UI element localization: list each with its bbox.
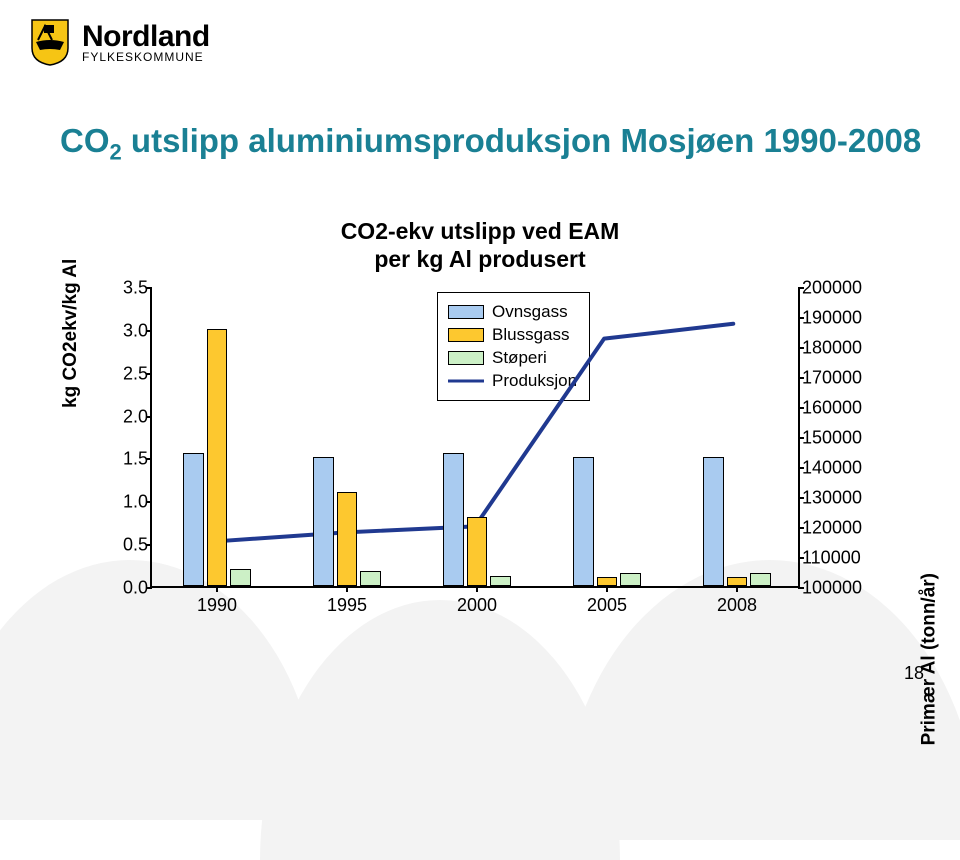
legend-swatch-produksjon [448, 374, 484, 388]
y-right-tick-label: 140000 [802, 458, 876, 479]
y-axis-right-label: Primær Al (tonn/år) [918, 573, 940, 745]
bar-ovnsgass [703, 457, 724, 586]
x-tick-label: 2005 [587, 595, 627, 616]
legend-label-ovnsgass: Ovnsgass [492, 302, 568, 322]
bar-stoperi [230, 569, 251, 586]
y-left-tick-label: 3.5 [102, 278, 148, 299]
bar-ovnsgass [573, 457, 594, 586]
y-right-tick-label: 200000 [802, 278, 876, 299]
bar-blussgass [727, 577, 748, 586]
y-left-tick-label: 2.0 [102, 406, 148, 427]
x-tick-label: 2008 [717, 595, 757, 616]
bar-ovnsgass [443, 453, 464, 586]
x-tick-label: 1995 [327, 595, 367, 616]
nordland-crest-icon [30, 18, 70, 66]
y-left-tick-label: 1.0 [102, 492, 148, 513]
chart-container: kg CO2ekv/kg Al Primær Al (tonn/år) Ovns… [50, 288, 910, 648]
y-left-tick-label: 2.5 [102, 363, 148, 384]
bar-blussgass [337, 492, 358, 586]
bar-blussgass [597, 577, 618, 586]
y-left-tick-label: 3.0 [102, 320, 148, 341]
y-right-tick-label: 130000 [802, 488, 876, 509]
y-left-tick-label: 0.5 [102, 535, 148, 556]
brand-name: Nordland [82, 20, 210, 54]
legend-label-produksjon: Produksjon [492, 371, 577, 391]
legend-label-blussgass: Blussgass [492, 325, 569, 345]
y-axis-left-label: kg CO2ekv/kg Al [60, 259, 82, 408]
bar-stoperi [490, 576, 511, 586]
y-right-tick-label: 110000 [802, 548, 876, 569]
y-left-tick-label: 1.5 [102, 449, 148, 470]
subtitle-line2: per kg Al produsert [374, 246, 585, 272]
legend-swatch-stoperi [448, 351, 484, 365]
bar-stoperi [750, 573, 771, 586]
x-tick-label: 2000 [457, 595, 497, 616]
bar-ovnsgass [313, 457, 334, 586]
y-right-tick-label: 190000 [802, 308, 876, 329]
x-tick-label: 1990 [197, 595, 237, 616]
chart-legend: Ovnsgass Blussgass Støperi Produksjon [437, 292, 590, 401]
bar-blussgass [207, 329, 228, 586]
bar-blussgass [467, 517, 488, 586]
brand-header: Nordland FYLKESKOMMUNE [30, 18, 210, 66]
page-title: CO2 utslipp aluminiumsproduksjon Mosjøen… [60, 120, 921, 166]
y-right-tick-label: 160000 [802, 398, 876, 419]
bar-stoperi [360, 571, 381, 586]
chart-subtitle: CO2-ekv utslipp ved EAM per kg Al produs… [0, 218, 960, 273]
title-rest: utslipp aluminiumsproduksjon Mosjøen 199… [122, 122, 922, 159]
y-right-tick-label: 180000 [802, 338, 876, 359]
subtitle-line1: CO2-ekv utslipp ved EAM [341, 218, 620, 244]
legend-label-stoperi: Støperi [492, 348, 547, 368]
bar-ovnsgass [183, 453, 204, 586]
title-pre: CO [60, 122, 110, 159]
brand-subtext: FYLKESKOMMUNE [82, 50, 210, 64]
legend-swatch-ovnsgass [448, 305, 484, 319]
title-sub: 2 [110, 140, 122, 165]
chart-plot-area: Ovnsgass Blussgass Støperi Produksjon 0.… [150, 288, 800, 588]
legend-swatch-blussgass [448, 328, 484, 342]
y-left-tick-label: 0.0 [102, 578, 148, 599]
y-right-tick-label: 100000 [802, 578, 876, 599]
page-number: 18 [904, 663, 924, 684]
y-right-tick-label: 120000 [802, 518, 876, 539]
y-right-tick-label: 170000 [802, 368, 876, 389]
bar-stoperi [620, 573, 641, 586]
y-right-tick-label: 150000 [802, 428, 876, 449]
